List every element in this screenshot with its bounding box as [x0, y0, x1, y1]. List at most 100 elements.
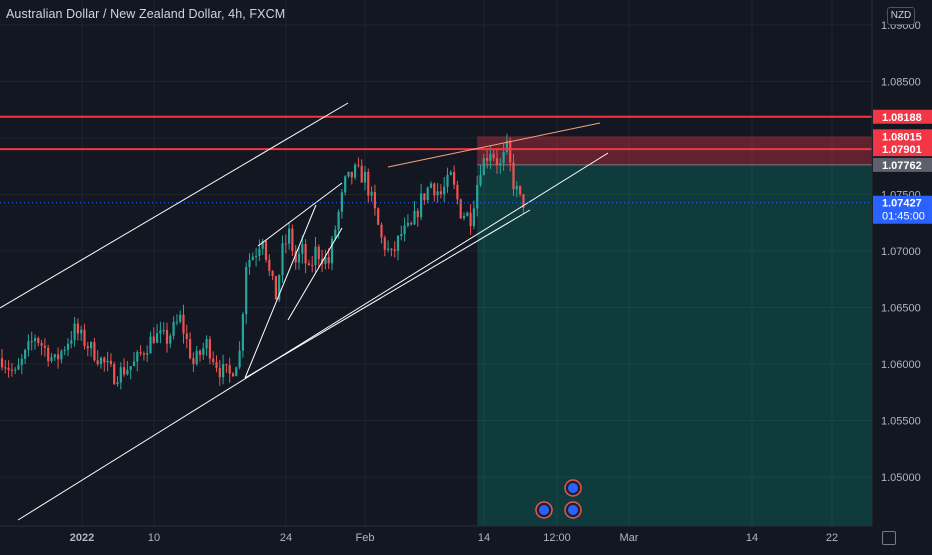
- candle-body[interactable]: [363, 171, 367, 183]
- candle-body[interactable]: [202, 348, 205, 355]
- candle-body[interactable]: [258, 248, 261, 256]
- candle-body[interactable]: [245, 266, 248, 315]
- candle-body[interactable]: [53, 354, 56, 358]
- candle-body[interactable]: [63, 349, 66, 351]
- candle-body[interactable]: [387, 248, 390, 250]
- candle-body[interactable]: [476, 184, 479, 209]
- candle-body[interactable]: [198, 350, 202, 355]
- candle-body[interactable]: [334, 229, 337, 239]
- candle-body[interactable]: [403, 225, 406, 235]
- candle-body[interactable]: [20, 358, 23, 365]
- candle-body[interactable]: [27, 341, 30, 350]
- candle-body[interactable]: [109, 360, 112, 365]
- candle-body[interactable]: [380, 224, 383, 238]
- candle-body[interactable]: [57, 354, 60, 360]
- candle-body[interactable]: [288, 228, 291, 244]
- pennant-upper-line[interactable]: [257, 182, 343, 247]
- candle-body[interactable]: [185, 333, 188, 340]
- candle-body[interactable]: [324, 257, 327, 264]
- candle-body[interactable]: [439, 191, 442, 195]
- candle-body[interactable]: [165, 330, 169, 344]
- candle-body[interactable]: [449, 172, 452, 175]
- candle-body[interactable]: [383, 237, 386, 250]
- candle-body[interactable]: [482, 158, 485, 176]
- candle-body[interactable]: [106, 360, 109, 363]
- candle-body[interactable]: [509, 140, 512, 163]
- candle-body[interactable]: [354, 164, 357, 178]
- candle-body[interactable]: [396, 236, 400, 251]
- settings-icon[interactable]: [882, 531, 896, 545]
- candle-body[interactable]: [208, 339, 211, 359]
- candle-body[interactable]: [192, 358, 195, 365]
- candle-body[interactable]: [123, 367, 126, 375]
- trend-support-line[interactable]: [244, 209, 531, 379]
- candle-body[interactable]: [47, 347, 50, 362]
- candle-body[interactable]: [179, 314, 182, 322]
- candle-body[interactable]: [40, 343, 43, 346]
- candle-body[interactable]: [522, 194, 525, 208]
- candle-body[interactable]: [129, 366, 132, 371]
- candle-body[interactable]: [489, 153, 492, 161]
- candle-body[interactable]: [274, 275, 277, 300]
- pennant-left-line[interactable]: [244, 204, 317, 379]
- candle-body[interactable]: [96, 360, 99, 365]
- candle-body[interactable]: [284, 243, 287, 245]
- candle-body[interactable]: [370, 191, 373, 196]
- candle-body[interactable]: [426, 187, 429, 200]
- candle-body[interactable]: [218, 367, 221, 378]
- candle-body[interactable]: [66, 343, 70, 350]
- candle-body[interactable]: [377, 208, 380, 225]
- candle-body[interactable]: [420, 193, 423, 218]
- candle-body[interactable]: [314, 246, 317, 266]
- candle-body[interactable]: [231, 373, 235, 377]
- candle-body[interactable]: [337, 211, 340, 230]
- candle-body[interactable]: [235, 367, 238, 377]
- candle-body[interactable]: [86, 345, 89, 349]
- candle-body[interactable]: [70, 340, 73, 344]
- candle-body[interactable]: [519, 185, 522, 195]
- candle-body[interactable]: [175, 321, 178, 323]
- candle-body[interactable]: [492, 153, 495, 159]
- candle-body[interactable]: [14, 369, 17, 371]
- candle-body[interactable]: [443, 186, 446, 195]
- candle-body[interactable]: [37, 338, 40, 344]
- candle-body[interactable]: [479, 175, 482, 185]
- candle-body[interactable]: [278, 275, 281, 300]
- take-profit-zone[interactable]: [477, 164, 872, 527]
- candle-body[interactable]: [456, 184, 459, 200]
- pennant-lower-line[interactable]: [287, 227, 343, 321]
- candle-body[interactable]: [495, 158, 499, 166]
- candle-body[interactable]: [330, 238, 334, 264]
- candle-body[interactable]: [238, 350, 241, 368]
- candle-body[interactable]: [24, 349, 27, 359]
- candle-body[interactable]: [413, 210, 416, 225]
- candle-body[interactable]: [142, 353, 145, 355]
- candle-body[interactable]: [264, 240, 268, 260]
- candle-body[interactable]: [515, 185, 518, 190]
- candle-body[interactable]: [172, 321, 175, 336]
- upper-resistance-trendline[interactable]: [387, 122, 601, 168]
- candle-body[interactable]: [400, 234, 403, 237]
- candle-body[interactable]: [472, 208, 475, 227]
- candle-body[interactable]: [469, 212, 472, 227]
- candle-body[interactable]: [373, 191, 376, 209]
- candle-body[interactable]: [103, 357, 106, 363]
- candle-body[interactable]: [228, 365, 231, 374]
- candle-body[interactable]: [225, 364, 228, 366]
- candle-body[interactable]: [429, 183, 433, 188]
- lower-channel-line[interactable]: [17, 152, 609, 521]
- candle-body[interactable]: [149, 336, 152, 354]
- candle-body[interactable]: [459, 199, 462, 219]
- candle-body[interactable]: [116, 382, 119, 385]
- candle-body[interactable]: [486, 158, 489, 161]
- candle-body[interactable]: [291, 228, 294, 251]
- candle-body[interactable]: [99, 357, 103, 365]
- currency-badge[interactable]: NZD: [887, 7, 915, 25]
- candle-body[interactable]: [357, 164, 360, 166]
- candle-body[interactable]: [307, 263, 310, 266]
- candle-body[interactable]: [466, 212, 469, 216]
- candle-body[interactable]: [10, 369, 13, 371]
- candle-body[interactable]: [317, 246, 320, 260]
